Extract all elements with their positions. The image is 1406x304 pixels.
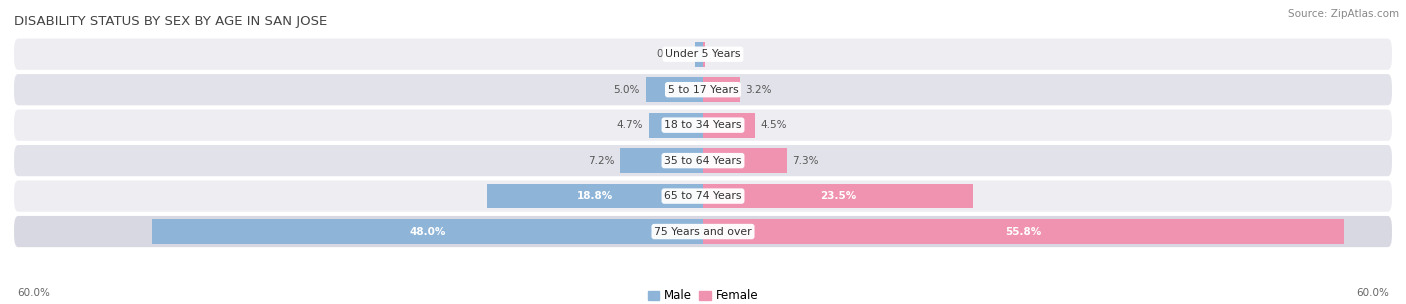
Text: 18.8%: 18.8% xyxy=(576,191,613,201)
Bar xyxy=(486,184,703,209)
Text: 23.5%: 23.5% xyxy=(820,191,856,201)
Bar xyxy=(695,42,703,67)
Text: DISABILITY STATUS BY SEX BY AGE IN SAN JOSE: DISABILITY STATUS BY SEX BY AGE IN SAN J… xyxy=(14,16,328,28)
Bar xyxy=(645,77,703,102)
Text: 60.0%: 60.0% xyxy=(1357,288,1389,298)
Bar xyxy=(703,219,1344,244)
Text: 5 to 17 Years: 5 to 17 Years xyxy=(668,85,738,95)
Text: 3.2%: 3.2% xyxy=(745,85,772,95)
Bar xyxy=(703,113,755,137)
FancyBboxPatch shape xyxy=(14,181,1392,212)
Bar xyxy=(650,113,703,137)
Bar xyxy=(703,42,706,67)
FancyBboxPatch shape xyxy=(14,109,1392,141)
FancyBboxPatch shape xyxy=(14,145,1392,176)
Text: 18 to 34 Years: 18 to 34 Years xyxy=(664,120,742,130)
Legend: Male, Female: Male, Female xyxy=(643,285,763,304)
Text: 60.0%: 60.0% xyxy=(17,288,49,298)
Text: 4.7%: 4.7% xyxy=(617,120,644,130)
Text: 35 to 64 Years: 35 to 64 Years xyxy=(664,156,742,166)
Text: 7.2%: 7.2% xyxy=(588,156,614,166)
Text: Under 5 Years: Under 5 Years xyxy=(665,49,741,59)
Bar xyxy=(152,219,703,244)
Bar xyxy=(703,184,973,209)
FancyBboxPatch shape xyxy=(14,74,1392,105)
Text: 4.5%: 4.5% xyxy=(761,120,787,130)
FancyBboxPatch shape xyxy=(14,216,1392,247)
Text: 0.73%: 0.73% xyxy=(655,49,689,59)
Text: 55.8%: 55.8% xyxy=(1005,226,1042,237)
Text: 65 to 74 Years: 65 to 74 Years xyxy=(664,191,742,201)
Text: 5.0%: 5.0% xyxy=(613,85,640,95)
Text: 48.0%: 48.0% xyxy=(409,226,446,237)
Text: 0.2%: 0.2% xyxy=(711,49,737,59)
Text: Source: ZipAtlas.com: Source: ZipAtlas.com xyxy=(1288,9,1399,19)
Bar xyxy=(703,148,787,173)
FancyBboxPatch shape xyxy=(14,39,1392,70)
Bar xyxy=(703,77,740,102)
Text: 75 Years and over: 75 Years and over xyxy=(654,226,752,237)
Text: 7.3%: 7.3% xyxy=(793,156,820,166)
Bar xyxy=(620,148,703,173)
